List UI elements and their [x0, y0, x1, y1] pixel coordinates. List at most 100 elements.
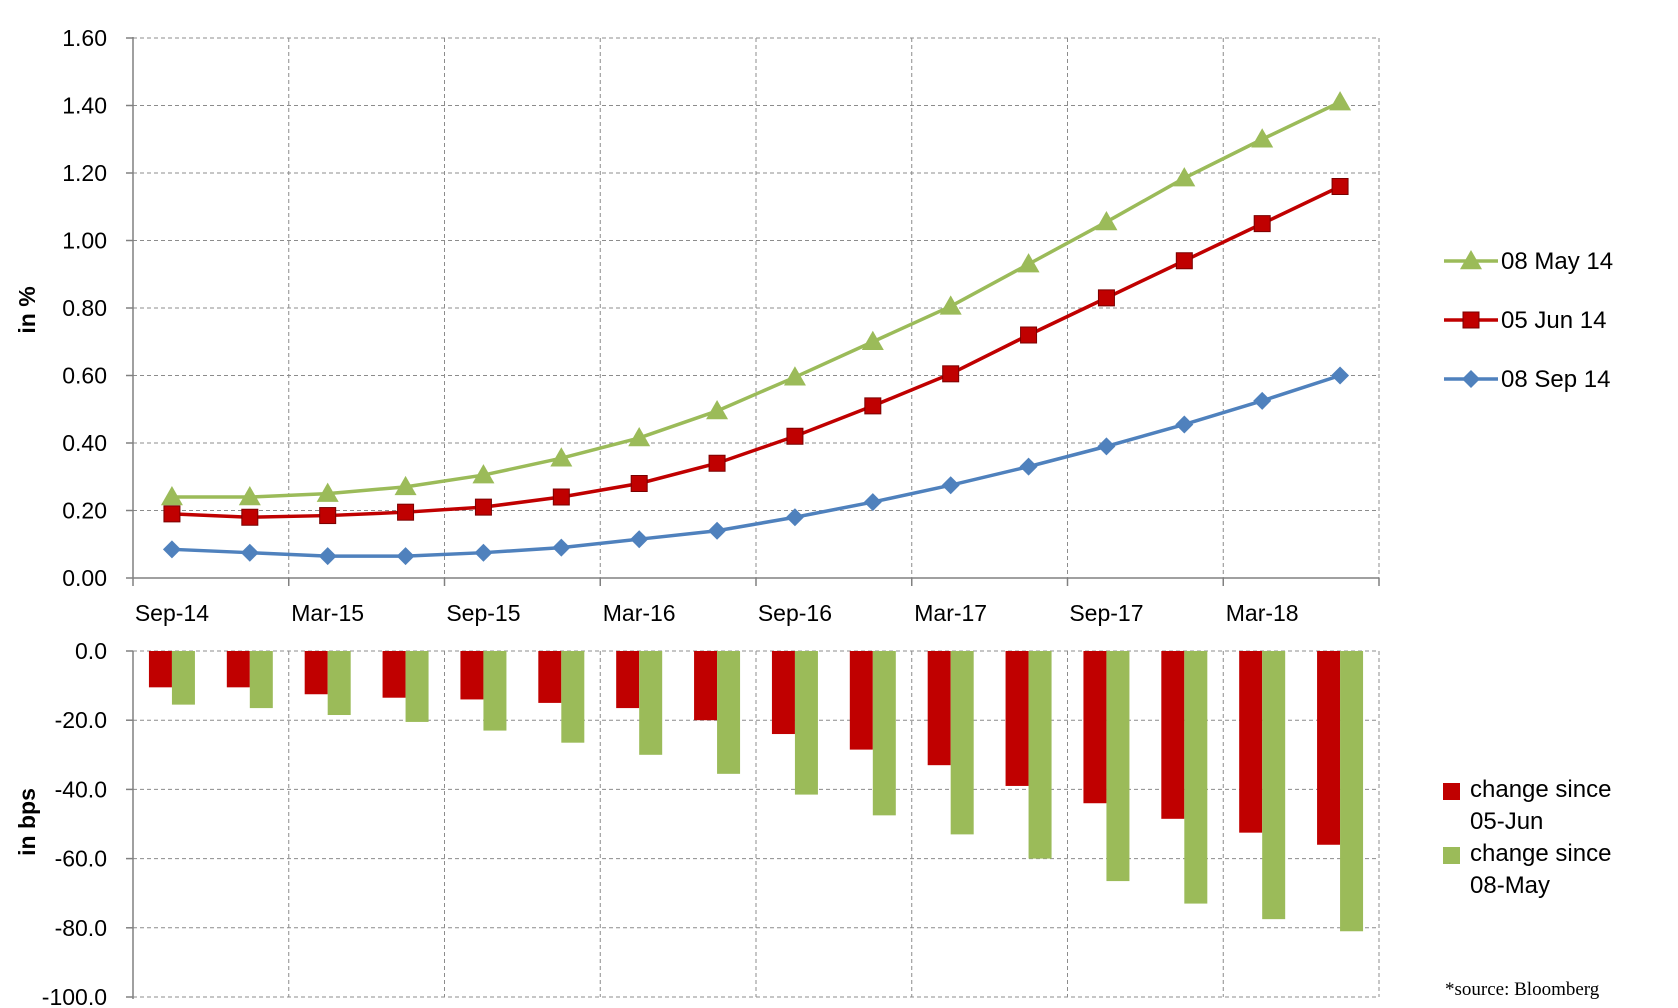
data-point	[783, 366, 806, 386]
data-point	[1251, 128, 1274, 148]
x-tick-label: Mar-16	[603, 600, 676, 626]
bar-series-1	[171, 651, 1364, 932]
legend-item-0: 08 May 14	[1444, 248, 1613, 275]
top-y-tick-label: 1.60	[62, 25, 107, 51]
top-y-tick-label: 0.60	[62, 363, 107, 389]
forward-rates-line-chart: 0.00 0.20 0.40 0.60 0.80 1.00 1.20 1.40 1.60 Sep-…	[14, 25, 1380, 626]
data-point	[863, 493, 882, 512]
data-point	[1331, 178, 1349, 195]
bar	[1340, 651, 1364, 932]
series-0	[160, 91, 1352, 506]
bottom-y-tick-label: -80.0	[55, 915, 107, 941]
data-point	[318, 547, 337, 566]
bottom-y-axis-title: in bps	[14, 788, 40, 856]
data-point	[550, 447, 573, 467]
data-point	[160, 486, 183, 506]
x-tick-label: Mar-15	[291, 600, 364, 626]
legend-marker	[1460, 250, 1482, 270]
series-line	[171, 100, 1341, 499]
legend-label: 08 May 14	[1501, 248, 1613, 275]
top-chart-gridlines	[133, 37, 1380, 578]
bar	[226, 651, 250, 688]
top-chart-legend: 08 May 14 05 Jun 14 08 Sep 14	[1444, 248, 1613, 393]
bar	[1262, 651, 1286, 920]
bar	[460, 651, 484, 700]
bar	[771, 651, 795, 735]
top-y-tick-label: 1.40	[62, 93, 107, 119]
series-1	[163, 178, 1349, 526]
data-point	[1173, 167, 1196, 187]
legend-label: 05 Jun 14	[1501, 307, 1606, 334]
top-y-tick-label: 0.00	[62, 565, 107, 591]
bar	[872, 651, 896, 816]
legend-label: change since	[1470, 840, 1611, 867]
bar	[382, 651, 406, 698]
data-point	[1097, 289, 1115, 307]
bar	[327, 651, 351, 716]
x-tick-label: Sep-15	[446, 600, 520, 626]
top-y-tick-label: 1.00	[62, 228, 107, 254]
bar	[483, 651, 507, 731]
data-point	[864, 397, 882, 415]
data-point	[630, 475, 648, 492]
data-point	[786, 427, 804, 445]
top-y-tick-label: 0.20	[62, 498, 107, 524]
series-line	[171, 184, 1341, 520]
top-y-tick-label: 0.40	[62, 430, 107, 456]
data-point	[939, 295, 962, 315]
bottom-y-tick-label: -40.0	[55, 776, 107, 802]
legend-label: 05-Jun	[1470, 808, 1543, 835]
legend-item-1: 05 Jun 14	[1444, 307, 1606, 334]
bar	[950, 651, 974, 835]
data-point	[241, 508, 259, 526]
bar	[405, 651, 429, 722]
source-note: *source: Bloomberg	[1445, 979, 1600, 1000]
bar	[927, 651, 951, 766]
data-point	[630, 530, 649, 549]
bar	[561, 651, 585, 743]
top-y-tick-label: 1.20	[62, 160, 107, 186]
data-point	[1019, 457, 1038, 476]
data-point	[1020, 326, 1038, 344]
data-point	[1253, 215, 1271, 233]
bar	[1106, 651, 1130, 882]
rate-change-bar-chart: 0.0 -20.0 -40.0 -60.0 -80.0 -100.0 in bps	[14, 638, 1380, 1008]
top-chart-axes: 0.00 0.20 0.40 0.60 0.80 1.00 1.20 1.40 1.60 Sep-…	[62, 25, 1380, 626]
data-point	[1175, 415, 1194, 434]
data-point	[397, 503, 415, 521]
x-tick-label: Mar-18	[1226, 600, 1299, 626]
bottom-y-tick-label: -100.0	[42, 984, 107, 1008]
legend-swatch	[1443, 847, 1460, 864]
bar	[1184, 651, 1208, 904]
bar	[794, 651, 818, 795]
data-point	[238, 486, 261, 506]
bar	[1239, 651, 1263, 833]
data-point	[472, 464, 495, 484]
bar	[1161, 651, 1185, 819]
data-point	[316, 482, 339, 502]
x-tick-label: Sep-16	[758, 600, 832, 626]
legend-swatch	[1443, 783, 1460, 800]
data-point	[552, 488, 570, 506]
data-point	[1175, 252, 1193, 270]
bar	[849, 651, 873, 750]
bar	[1317, 651, 1341, 845]
legend-item-2: 08 Sep 14	[1444, 366, 1610, 393]
bar	[249, 651, 273, 709]
bar	[1005, 651, 1029, 786]
bar	[171, 651, 195, 705]
bottom-chart-axes: 0.0 -20.0 -40.0 -60.0 -80.0 -100.0	[42, 638, 134, 1008]
bar	[148, 651, 172, 688]
bar	[538, 651, 562, 703]
bar-series-0	[148, 651, 1341, 845]
data-point	[240, 543, 259, 562]
legend-label: change since	[1470, 776, 1611, 803]
data-point	[474, 543, 493, 562]
legend-label: 08 Sep 14	[1501, 366, 1610, 393]
bar	[616, 651, 640, 709]
data-point	[319, 507, 337, 525]
data-point	[1095, 210, 1118, 231]
bar	[639, 651, 663, 755]
bar	[717, 651, 741, 774]
